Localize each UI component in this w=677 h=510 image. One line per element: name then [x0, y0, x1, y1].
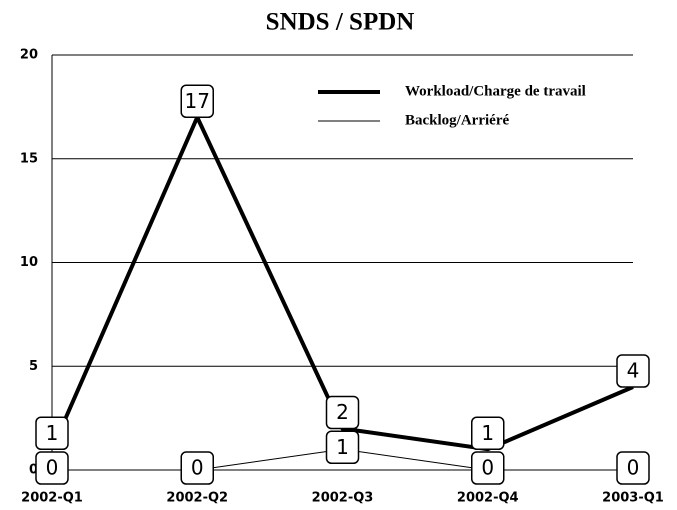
data-label: 17	[185, 89, 210, 113]
data-label: 0	[627, 456, 640, 480]
legend-label: Backlog/Arriéré	[405, 112, 509, 128]
data-label: 2	[336, 400, 349, 424]
data-label: 4	[627, 359, 640, 383]
x-tick-label: 2002-Q1	[21, 491, 83, 506]
y-tick-label: 15	[20, 151, 38, 166]
data-label-box	[471, 451, 505, 485]
y-tick-label: 0	[29, 463, 38, 478]
data-label-box	[616, 451, 650, 485]
data-label: 0	[191, 456, 204, 480]
data-label-box	[325, 430, 360, 464]
y-tick-label: 20	[20, 48, 38, 63]
legend-label: Workload/Charge de travail	[405, 83, 586, 99]
data-label-box	[35, 416, 69, 450]
data-label: 1	[336, 435, 349, 459]
data-label: 1	[481, 421, 494, 445]
x-tick-label: 2002-Q4	[457, 491, 519, 506]
data-label-box	[616, 354, 650, 388]
x-tick-label: 2003-Q1	[602, 491, 664, 506]
x-tick-label: 2002-Q2	[166, 491, 228, 506]
y-tick-label: 10	[20, 255, 38, 270]
data-label-box	[180, 84, 214, 118]
data-label-box	[325, 395, 360, 430]
data-label: 0	[46, 456, 59, 480]
data-label-box	[180, 451, 214, 485]
data-label: 1	[46, 421, 59, 445]
y-tick-label: 5	[29, 359, 38, 374]
x-tick-label: 2002-Q3	[312, 491, 374, 506]
data-label-box	[471, 416, 505, 450]
data-label: 0	[481, 456, 494, 480]
chart-title: SNDS / SPDN	[266, 9, 415, 36]
data-label-box	[35, 451, 69, 485]
